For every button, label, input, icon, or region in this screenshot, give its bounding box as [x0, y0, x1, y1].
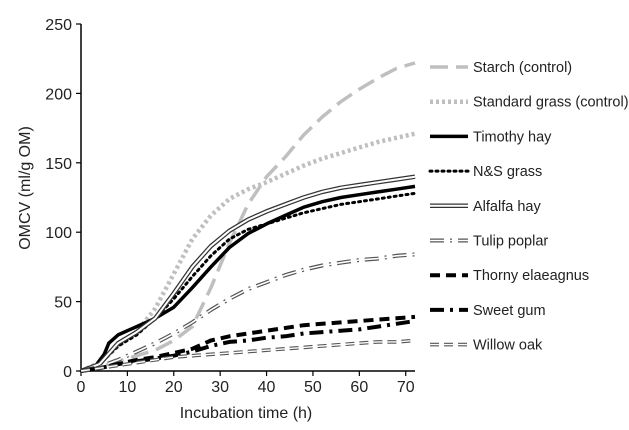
x-tick-label: 10	[118, 379, 136, 396]
y-tick-label: 250	[45, 17, 72, 34]
legend-item-alfalfa-hay: Alfalfa hay	[430, 199, 541, 215]
series-line-timothy-hay	[80, 184, 416, 373]
y-tick-label: 150	[45, 156, 72, 173]
series-line-inner-alfalfa-hay	[80, 175, 416, 372]
x-tick-label: 70	[397, 379, 415, 396]
series-alfalfa-hay	[80, 174, 416, 374]
series-thorny-elaeagnus	[80, 314, 416, 373]
series-line-thorny-elaeagnus	[80, 314, 416, 373]
legend-item-n-s-grass: N&S grass	[428, 164, 542, 180]
x-tick-label: 30	[211, 379, 229, 396]
legend-item-timothy-hay: Timothy hay	[430, 129, 552, 145]
legend-item-thorny-elaeagnus: Thorny elaeagnus	[430, 268, 589, 284]
series-line-tulip-poplar	[80, 252, 416, 373]
y-axis-label: OMCV (ml/g OM)	[17, 126, 34, 250]
series-starch-control	[80, 61, 416, 373]
legend-item-standard-grass-control: Standard grass (control)	[430, 95, 629, 111]
series-line-sweet-gum	[80, 319, 416, 373]
legend-item-willow-oak: Willow oak	[430, 338, 543, 354]
x-tick-label: 50	[304, 379, 322, 396]
legend-label: Timothy hay	[473, 129, 552, 145]
legend-label: Standard grass (control)	[473, 95, 629, 111]
series-tulip-poplar	[80, 252, 416, 373]
series-n-s-grass	[79, 191, 417, 373]
series-timothy-hay	[80, 184, 416, 373]
series-sweet-gum	[80, 319, 416, 373]
y-tick-label: 200	[45, 86, 72, 103]
legend-label: Tulip poplar	[473, 234, 548, 250]
legend-item-sweet-gum: Sweet gum	[430, 303, 546, 319]
series-willow-oak	[80, 338, 416, 373]
series-line-n-s-grass	[79, 191, 417, 373]
legend-item-tulip-poplar: Tulip poplar	[430, 234, 548, 250]
axes: 0 50 100 150 200 250 0 10 20 30 40 50 60 70	[45, 17, 415, 396]
legend-label: N&S grass	[473, 164, 542, 180]
x-axis-label: Incubation time (h)	[180, 405, 313, 422]
x-tick-label: 0	[77, 379, 86, 396]
legend-label: Willow oak	[473, 338, 543, 354]
legend-label: Starch (control)	[473, 60, 572, 76]
x-tick-label: 60	[350, 379, 368, 396]
legend-label: Alfalfa hay	[473, 199, 541, 215]
legend-item-starch-control: Starch (control)	[430, 60, 572, 76]
series-line-inner-tulip-poplar	[80, 253, 416, 372]
legend: Starch (control) Standard grass (control)…	[428, 60, 629, 354]
series-layer	[79, 61, 417, 374]
series-line-starch-control	[80, 61, 416, 373]
legend-label: Sweet gum	[473, 303, 546, 319]
x-tick-label: 40	[258, 379, 276, 396]
y-tick-label: 100	[45, 225, 72, 242]
series-line-inner-willow-oak	[80, 339, 416, 372]
legend-label: Thorny elaeagnus	[473, 268, 589, 284]
y-tick-label: 50	[54, 295, 72, 312]
y-tick-label: 0	[63, 364, 72, 381]
x-tick-label: 20	[165, 379, 183, 396]
